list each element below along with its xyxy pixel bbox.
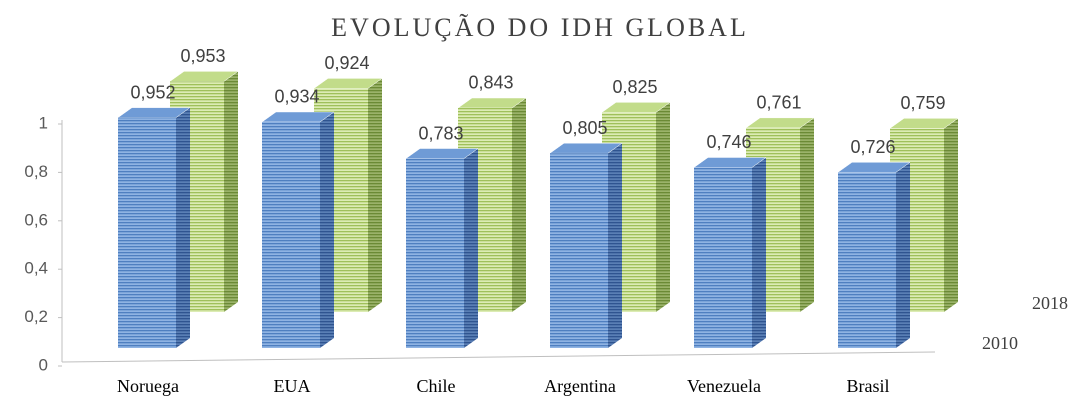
value-label: 0,726	[850, 137, 895, 157]
value-label: 0,805	[562, 118, 607, 138]
y-tick-label: 0,8	[24, 162, 48, 181]
value-label: 0,746	[706, 132, 751, 152]
bar	[118, 117, 176, 348]
value-label: 0,825	[612, 77, 657, 97]
bar	[838, 172, 896, 348]
series-label: 2010	[982, 333, 1018, 353]
bar-side	[512, 97, 526, 312]
bar-side	[176, 107, 190, 348]
value-label: 0,843	[468, 73, 513, 93]
y-tick-label: 0	[39, 355, 48, 374]
bar-side	[656, 102, 670, 312]
value-label: 0,953	[180, 46, 225, 66]
x-tick-label: Venezuela	[687, 376, 761, 396]
bar-side	[368, 78, 382, 312]
bar-side	[896, 162, 910, 348]
x-tick-label: EUA	[274, 376, 311, 396]
value-label: 0,934	[274, 87, 319, 107]
value-label: 0,783	[418, 123, 463, 143]
x-tick-label: Noruega	[117, 376, 179, 396]
value-label: 0,761	[756, 93, 801, 113]
bar-side	[944, 118, 958, 313]
x-tick-label: Brasil	[847, 376, 890, 396]
bar-side	[320, 111, 334, 348]
bar	[550, 153, 608, 348]
series-label: 2018	[1032, 293, 1068, 313]
value-label: 0,759	[900, 93, 945, 113]
bar	[406, 158, 464, 348]
value-label: 0,924	[324, 53, 369, 73]
chart-title: EVOLUÇÃO DO IDH GLOBAL	[331, 13, 749, 42]
y-tick-label: 0,4	[24, 259, 48, 278]
bar	[694, 167, 752, 348]
x-axis	[61, 351, 936, 363]
y-tick-label: 0,6	[24, 210, 48, 229]
bar-side	[800, 117, 814, 312]
bar-side	[464, 148, 478, 348]
bar-side	[224, 71, 238, 313]
x-tick-label: Argentina	[544, 376, 616, 396]
y-tick-label: 0,2	[24, 307, 48, 326]
y-tick-label: 1	[39, 113, 48, 132]
bar	[262, 121, 320, 348]
bar-side	[752, 157, 766, 348]
value-label: 0,952	[130, 82, 175, 102]
x-tick-label: Chile	[417, 376, 456, 396]
bar-side	[608, 143, 622, 348]
